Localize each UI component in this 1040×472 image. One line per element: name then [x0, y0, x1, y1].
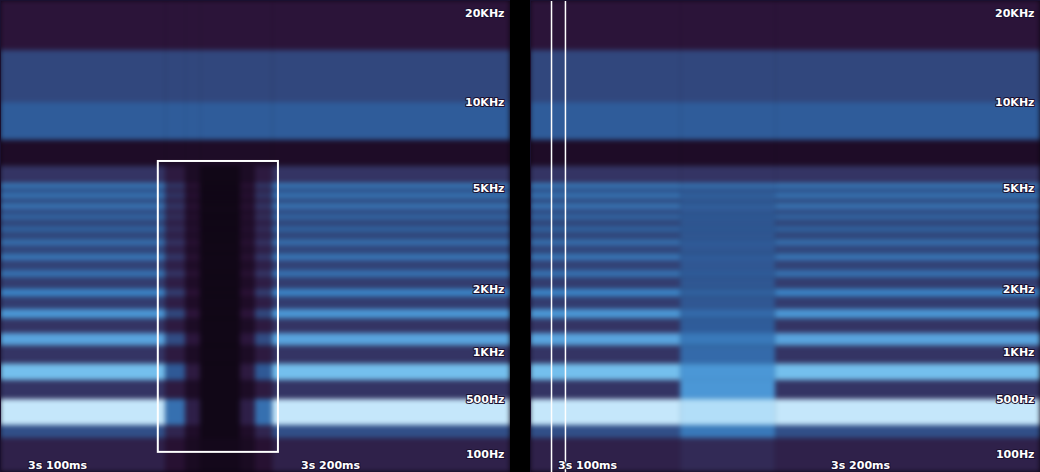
- svg-text:500Hz: 500Hz: [466, 393, 505, 406]
- svg-text:2KHz: 2KHz: [473, 283, 505, 296]
- svg-text:100Hz: 100Hz: [466, 448, 505, 461]
- svg-text:1KHz: 1KHz: [1003, 346, 1035, 359]
- svg-text:3s 100ms: 3s 100ms: [28, 459, 87, 472]
- svg-text:2KHz: 2KHz: [1003, 283, 1035, 296]
- svg-text:10KHz: 10KHz: [465, 96, 504, 109]
- svg-text:500Hz: 500Hz: [996, 393, 1035, 406]
- svg-text:3s 200ms: 3s 200ms: [301, 459, 360, 472]
- svg-text:20KHz: 20KHz: [465, 7, 504, 20]
- svg-text:100Hz: 100Hz: [996, 448, 1035, 461]
- svg-text:1KHz: 1KHz: [473, 346, 505, 359]
- svg-text:10KHz: 10KHz: [995, 96, 1034, 109]
- svg-text:3s 100ms: 3s 100ms: [558, 459, 617, 472]
- svg-text:5KHz: 5KHz: [1003, 182, 1035, 195]
- svg-text:5KHz: 5KHz: [473, 182, 505, 195]
- svg-text:20KHz: 20KHz: [995, 7, 1034, 20]
- svg-text:3s 200ms: 3s 200ms: [831, 459, 890, 472]
